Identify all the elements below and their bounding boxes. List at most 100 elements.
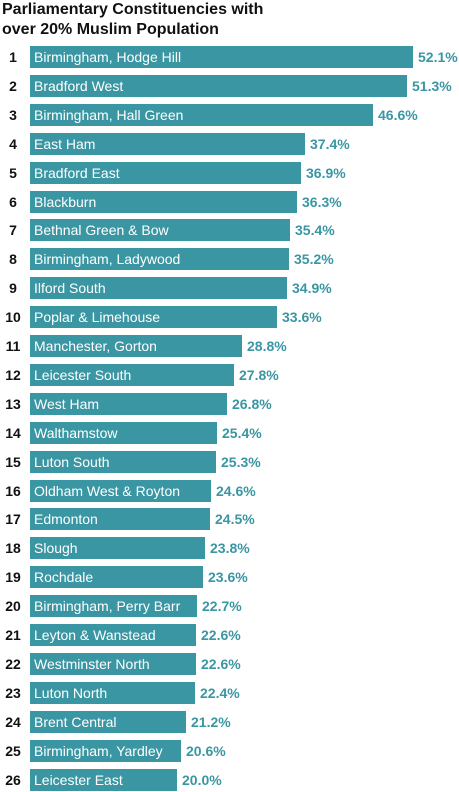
bar-row: 3 Birmingham, Hall Green 46.6% <box>0 103 459 126</box>
bar-category-label: Luton North <box>34 684 108 701</box>
bar-category-label: Manchester, Gorton <box>34 338 157 354</box>
bar-value-label: 21.2% <box>191 713 231 730</box>
rank-label: 23 <box>5 684 21 701</box>
bar: Bethnal Green & Bow <box>30 219 290 242</box>
bar-category-label: Bradford West <box>34 77 124 94</box>
rank-label: 26 <box>5 771 21 788</box>
bar: Birmingham, Yardley <box>30 739 181 762</box>
chart-title: Parliamentary Constituencies with over 2… <box>2 0 457 40</box>
bar: Blackburn <box>30 190 297 213</box>
bar: Leyton & Wanstead <box>30 624 196 646</box>
bar-row: 23 Luton North 22.4% <box>0 681 459 704</box>
bar-category-label: West Ham <box>34 395 100 412</box>
bar-category-label: East Ham <box>34 135 96 152</box>
bar-row: 26 Leicester East 20.0% <box>0 768 459 791</box>
bar: Oldham West & Royton <box>30 479 211 502</box>
rank-label: 19 <box>5 569 21 586</box>
bar-category-label: Walthamstow <box>34 424 118 441</box>
bar: Poplar & Limehouse <box>30 306 277 329</box>
bar-value-label: 25.4% <box>222 424 262 441</box>
bar-category-label: Leyton & Wanstead <box>34 627 156 643</box>
bar-row: 14 Walthamstow 25.4% <box>0 421 459 444</box>
rank-label: 25 <box>5 742 21 759</box>
bar-value-label: 27.8% <box>239 366 279 383</box>
bar-row: 2 Bradford West 51.3% <box>0 74 459 97</box>
bar: Bradford East <box>30 161 301 184</box>
chart-title-line-2: over 20% Muslim Population <box>2 21 219 38</box>
rank-label: 14 <box>5 424 21 441</box>
bar-value-label: 20.6% <box>186 742 226 759</box>
bar-value-label: 33.6% <box>282 309 322 326</box>
bar-row: 12 Leicester South 27.8% <box>0 363 459 386</box>
rank-label: 16 <box>5 482 21 499</box>
bar-row: 24 Brent Central 21.2% <box>0 710 459 733</box>
bar-value-label: 22.6% <box>201 627 241 643</box>
bar-category-label: Birmingham, Hodge Hill <box>34 49 182 65</box>
bar-row: 18 Slough 23.8% <box>0 537 459 560</box>
rank-label: 8 <box>9 251 17 268</box>
bar-category-label: Leicester South <box>34 366 132 383</box>
bar: Bradford West <box>30 74 407 97</box>
bar-row: 10 Poplar & Limehouse 33.6% <box>0 306 459 329</box>
bar-row: 1 Birmingham, Hodge Hill 52.1% <box>0 46 459 68</box>
rank-label: 2 <box>9 77 17 94</box>
bar: Edmonton <box>30 508 210 531</box>
rank-label: 10 <box>5 309 21 326</box>
bar-value-label: 36.3% <box>302 193 342 210</box>
bar-row: 4 East Ham 37.4% <box>0 132 459 155</box>
bar: East Ham <box>30 132 305 155</box>
bar-value-label: 35.4% <box>295 222 335 239</box>
bar-value-label: 23.8% <box>210 540 250 557</box>
bar-row: 19 Rochdale 23.6% <box>0 566 459 589</box>
rank-label: 11 <box>5 338 21 354</box>
bar-value-label: 34.9% <box>292 280 332 297</box>
bar-value-label: 22.6% <box>201 655 241 672</box>
rank-label: 3 <box>9 106 17 123</box>
rank-label: 9 <box>9 280 17 297</box>
bar-row: 6 Blackburn 36.3% <box>0 190 459 213</box>
bar: Ilford South <box>30 277 287 300</box>
bar: Rochdale <box>30 566 203 589</box>
bar-value-label: 46.6% <box>378 106 418 123</box>
bar-category-label: Brent Central <box>34 713 117 730</box>
bar-category-label: Luton South <box>34 453 110 470</box>
bar-value-label: 52.1% <box>418 49 458 65</box>
bar-category-label: Birmingham, Perry Barr <box>34 598 181 615</box>
rank-label: 1 <box>9 49 17 65</box>
bar-value-label: 24.6% <box>216 482 256 499</box>
bar: Leicester East <box>30 768 177 791</box>
bar-row: 9 Ilford South 34.9% <box>0 277 459 300</box>
bar-category-label: Bethnal Green & Bow <box>34 222 169 239</box>
rank-label: 20 <box>5 598 21 615</box>
bar-category-label: Birmingham, Hall Green <box>34 106 184 123</box>
rank-label: 24 <box>5 713 21 730</box>
bar-value-label: 24.5% <box>215 511 255 528</box>
bar-value-label: 37.4% <box>310 135 350 152</box>
rank-label: 22 <box>5 655 21 672</box>
bar-value-label: 28.8% <box>247 338 287 354</box>
bar-row: 5 Bradford East 36.9% <box>0 161 459 184</box>
bar: Luton South <box>30 450 216 473</box>
bar-value-label: 20.0% <box>182 771 222 788</box>
rank-label: 4 <box>9 135 17 152</box>
rank-label: 6 <box>9 193 17 210</box>
bar-row: 15 Luton South 25.3% <box>0 450 459 473</box>
bar-category-label: Edmonton <box>34 511 98 528</box>
bar-row: 20 Birmingham, Perry Barr 22.7% <box>0 595 459 618</box>
rank-label: 7 <box>9 222 17 239</box>
bar: Luton North <box>30 681 195 704</box>
bar-category-label: Bradford East <box>34 164 120 181</box>
bar-row: 22 Westminster North 22.6% <box>0 652 459 675</box>
bar: Westminster North <box>30 652 196 675</box>
bar-row: 17 Edmonton 24.5% <box>0 508 459 531</box>
bar-category-label: Ilford South <box>34 280 106 297</box>
bar-category-label: Rochdale <box>34 569 94 586</box>
chart-title-line-1: Parliamentary Constituencies with <box>2 1 264 18</box>
bar-row: 13 West Ham 26.8% <box>0 392 459 415</box>
rank-label: 13 <box>5 395 21 412</box>
bar-category-label: Birmingham, Ladywood <box>34 251 181 268</box>
bar-category-label: Poplar & Limehouse <box>34 309 161 326</box>
bar-value-label: 22.7% <box>202 598 242 615</box>
bar-value-label: 51.3% <box>412 77 452 94</box>
